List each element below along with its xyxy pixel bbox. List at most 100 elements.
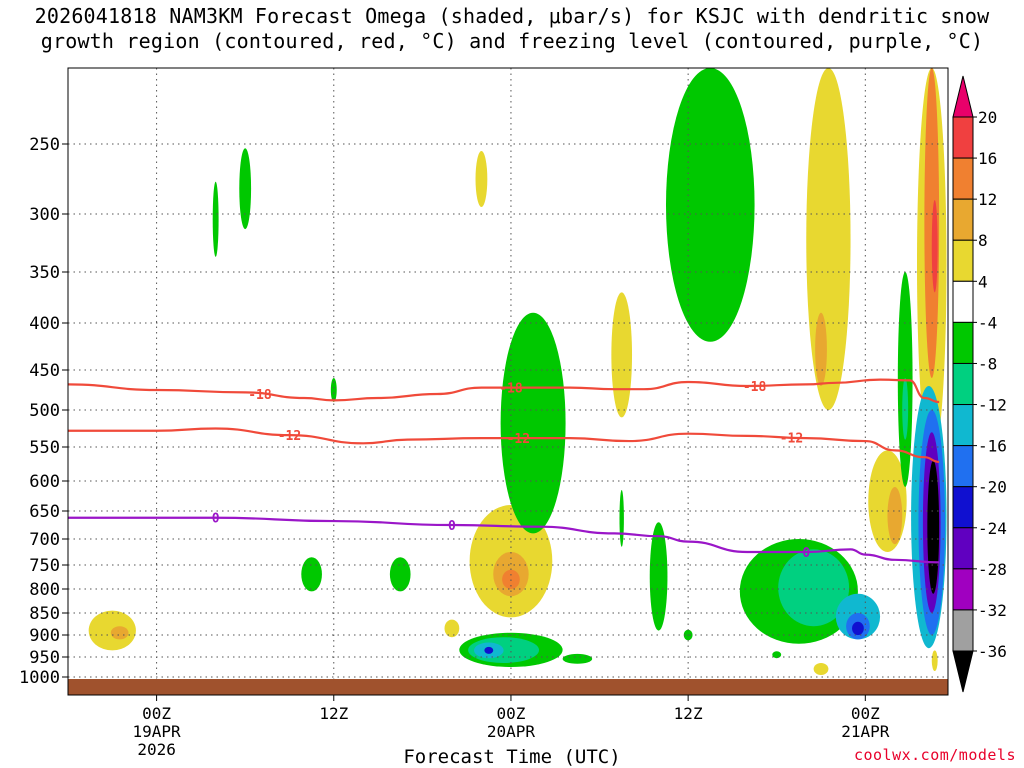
colorbar-label-2: 12: [978, 190, 997, 209]
colorbar-label-4: 4: [978, 272, 988, 291]
omega-area-43: [931, 650, 938, 671]
y-tick-label-650: 650: [29, 502, 60, 522]
y-tick-label-800: 800: [29, 580, 60, 600]
y-tick-label-250: 250: [29, 135, 60, 155]
omega-area-23: [806, 68, 851, 410]
omega-area-33: [887, 486, 903, 545]
y-tick-label-500: 500: [29, 401, 60, 421]
dgz-minus18-line: [68, 378, 940, 404]
y-tick-label-400: 400: [29, 314, 60, 334]
omega-area-17: [562, 653, 593, 664]
colorbar-bin-8: [952, 445, 974, 488]
freezing-level-line: [68, 516, 940, 564]
colorbar-bin-12: [952, 609, 974, 652]
omega-area-3: [239, 148, 252, 230]
y-tick-label-300: 300: [29, 205, 60, 225]
colorbar-bin-0: [952, 116, 974, 159]
omega-area-24: [815, 312, 827, 386]
ground-fill: [68, 679, 948, 695]
x-axis-label: Forecast Time (UTC): [403, 746, 621, 768]
y-tick-label-750: 750: [29, 556, 60, 576]
omega-area-42: [927, 460, 940, 594]
omega-area-5: [301, 557, 322, 592]
dgz-minus18-label-0: -18: [248, 388, 272, 403]
y-tick-label-450: 450: [29, 361, 60, 381]
colorbar-bin-3: [952, 239, 974, 282]
x-tick-label-0-2: 2026: [137, 740, 176, 759]
colorbar-label-12: -32: [978, 601, 1007, 620]
grid-lines: [68, 68, 948, 695]
omega-area-12: [500, 312, 566, 534]
y-tick-label-850: 850: [29, 604, 60, 624]
colorbar-label-3: 8: [978, 231, 988, 250]
title-line-2: growth region (contoured, red, °C) and f…: [40, 29, 984, 53]
dgz-minus12-label-2: -12: [780, 432, 803, 447]
colorbar-bottom-arrow: [952, 650, 974, 693]
colorbar-bin-10: [952, 527, 974, 570]
colorbar-label-7: -12: [978, 396, 1007, 415]
omega-area-22: [665, 68, 755, 342]
colorbar-label-11: -28: [978, 560, 1007, 579]
omega-area-30: [772, 651, 782, 659]
colorbar-label-6: -8: [978, 354, 997, 373]
colorbar-bin-5: [952, 321, 974, 364]
omega-area-18: [611, 292, 633, 418]
colorbar-bin-9: [952, 486, 974, 529]
x-tick-label-0-0: 00Z: [142, 704, 171, 723]
x-tick-label-24-1: 20APR: [487, 722, 536, 741]
colorbar-bin-7: [952, 404, 974, 447]
x-tick-label-48-1: 21APR: [841, 722, 890, 741]
dgz-minus18-label-1: -18: [499, 382, 523, 397]
y-tick-label-350: 350: [29, 263, 60, 283]
dgz-minus12-label-1: -12: [507, 432, 530, 447]
colorbar-label-8: -16: [978, 437, 1007, 456]
colorbar-bin-1: [952, 157, 974, 200]
y-tick-label-950: 950: [29, 648, 60, 668]
omega-area-38: [931, 200, 938, 293]
x-tick-label-24-0: 00Z: [496, 704, 525, 723]
colorbar-label-9: -20: [978, 478, 1007, 497]
colorbar-bin-11: [952, 568, 974, 611]
omega-shading: [88, 68, 947, 675]
colorbar-label-13: -36: [978, 642, 1007, 661]
x-tick-label-36-0: 12Z: [674, 704, 703, 723]
contours: -18 -18 -18 -12 -12 -12 0 0 0: [68, 378, 940, 564]
y-tick-label-600: 600: [29, 472, 60, 492]
colorbar-bin-2: [952, 198, 974, 241]
dgz-minus12-label-0: -12: [278, 429, 301, 444]
y-tick-label-700: 700: [29, 530, 60, 550]
x-tick-label-12-0: 12Z: [319, 704, 348, 723]
ground-bar: [68, 679, 948, 695]
dgz-minus18-label-2: -18: [743, 380, 767, 395]
x-tick-label-48-0: 00Z: [851, 704, 880, 723]
colorbar: 20 16 12 8 4 -4 -8 -12 -16 -20 -24 -28 -32 -36: [952, 75, 1007, 693]
omega-area-26: [778, 549, 850, 627]
freezing-level-label-2: 0: [802, 546, 810, 561]
omega-area-6: [389, 557, 411, 592]
y-tick-label-900: 900: [29, 626, 60, 646]
omega-area-4: [330, 378, 337, 402]
colorbar-label-5: -4: [978, 313, 997, 332]
colorbar-bin-6: [952, 362, 974, 406]
freezing-level-label-0: 0: [212, 512, 220, 527]
x-tick-label-0-1: 19APR: [133, 722, 182, 741]
omega-area-35: [902, 378, 909, 440]
credit-text: coolwx.com/models: [853, 746, 1016, 764]
plot-frame: [67, 67, 949, 696]
omega-area-29: [852, 621, 864, 636]
colorbar-label-0: 20: [978, 108, 997, 127]
colorbar-label-10: -24: [978, 519, 1007, 538]
omega-area-11: [444, 619, 460, 638]
omega-area-20: [649, 522, 668, 631]
y-axis: 2503003504004505005506006507007508008509…: [19, 135, 68, 688]
omega-area-16: [484, 646, 494, 654]
omega-area-19: [619, 490, 624, 547]
colorbar-top-arrow: [952, 75, 974, 118]
y-tick-label-1000: 1000: [19, 668, 60, 688]
freezing-level-label-1: 0: [448, 519, 456, 534]
omega-area-7: [475, 151, 488, 207]
omega-area-31: [813, 663, 829, 675]
chart-title: 2026041818 NAM3KM Forecast Omega (shaded…: [0, 4, 1024, 54]
